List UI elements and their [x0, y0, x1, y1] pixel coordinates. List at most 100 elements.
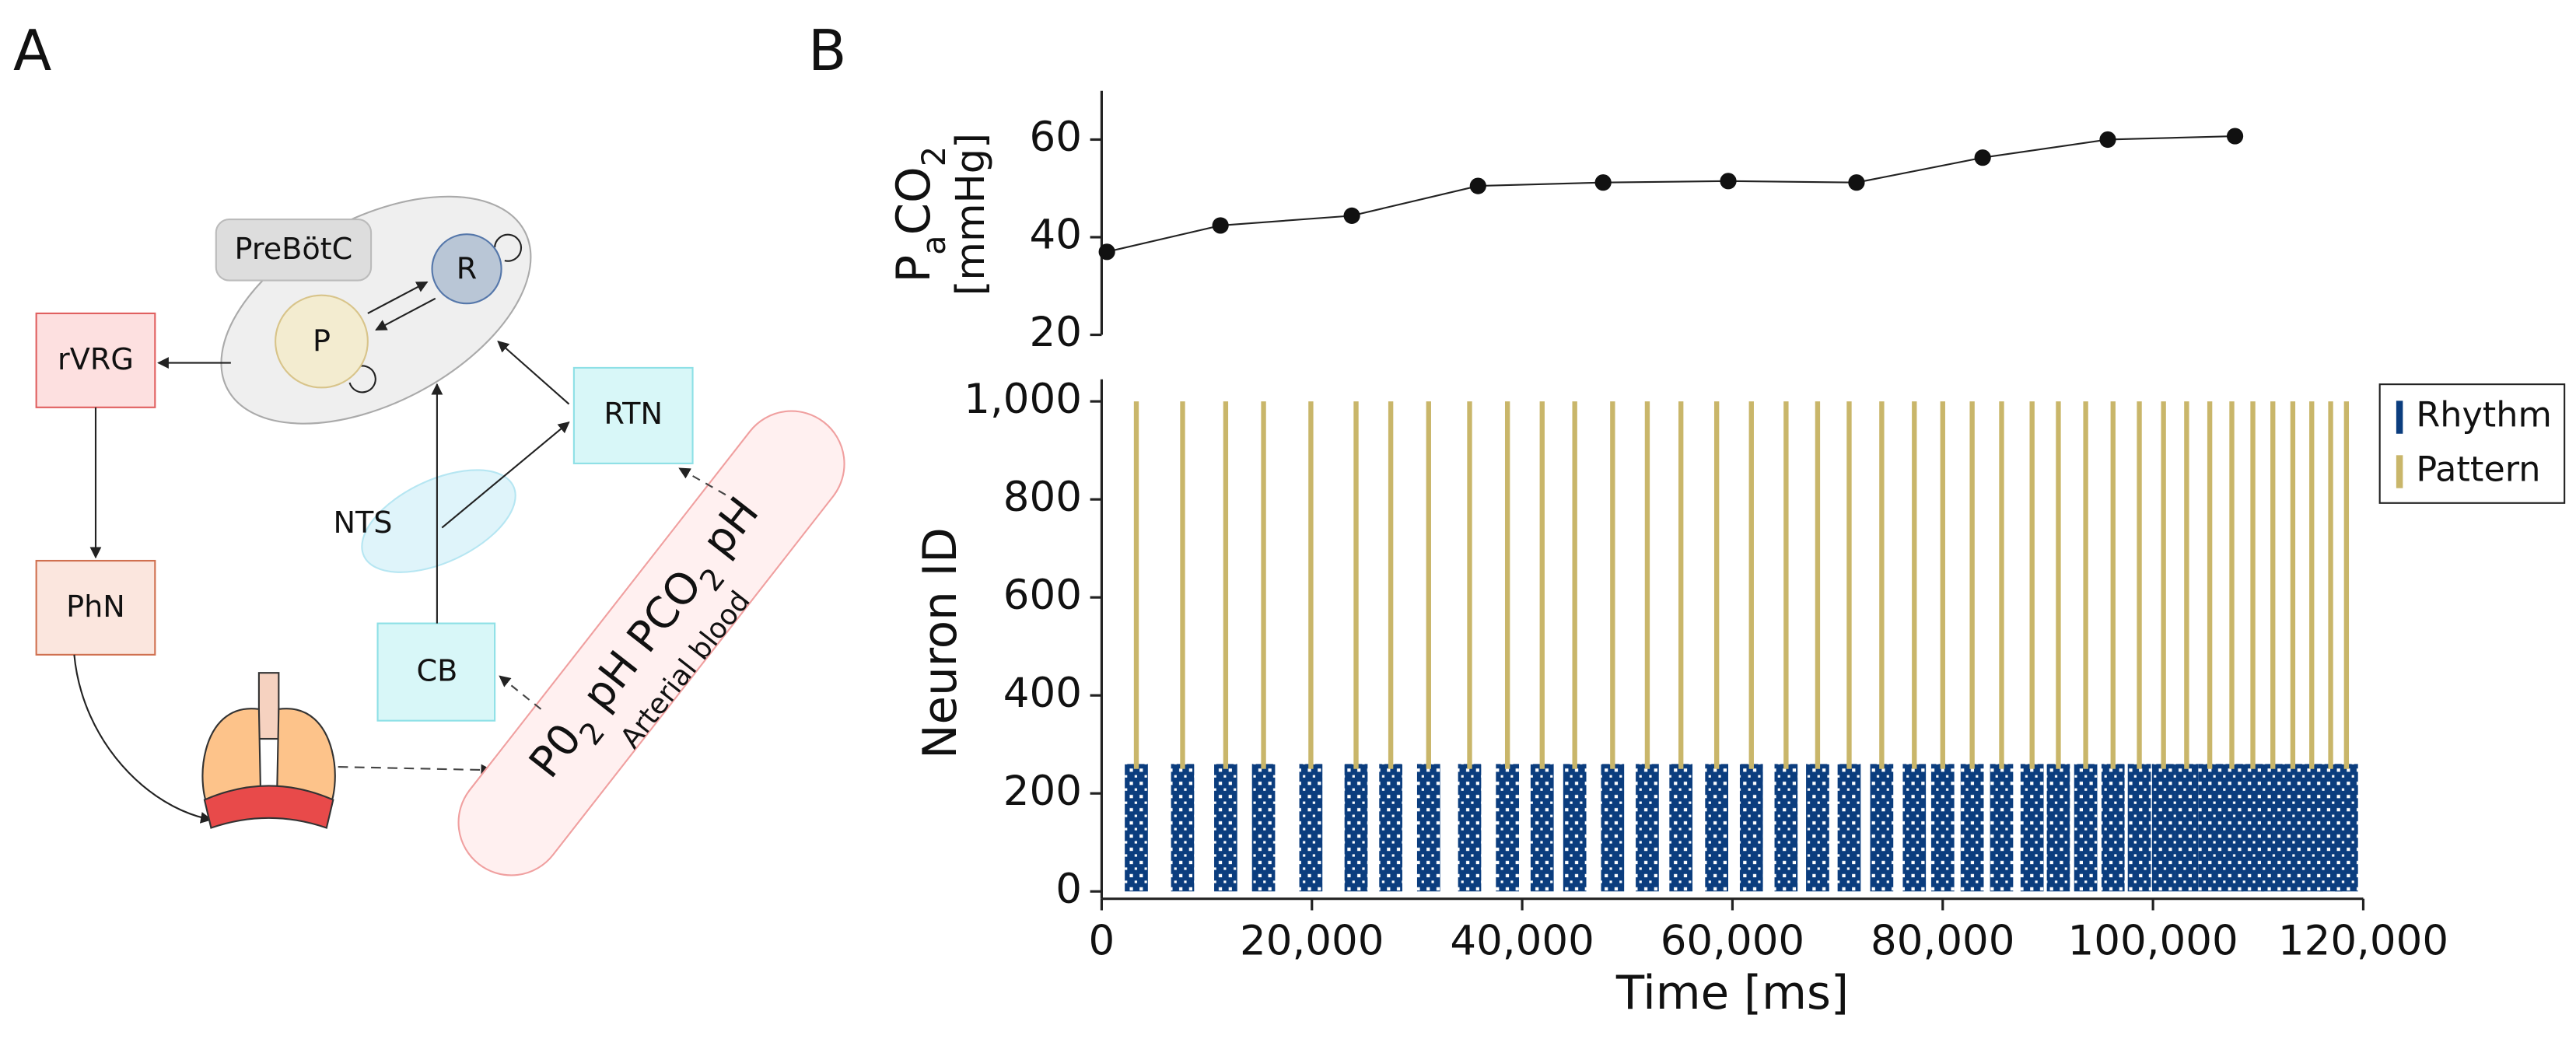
pattern-burst — [1308, 401, 1314, 769]
text-part: CO — [887, 166, 941, 235]
arrow — [497, 341, 570, 405]
arterial-blood: P02 pH PCO2 pH Arterial blood — [457, 410, 845, 876]
data-point — [1720, 173, 1737, 190]
phn-box — [35, 559, 156, 656]
legend-label: Rhythm — [2416, 396, 2552, 436]
rhythm-burst — [1774, 764, 1798, 892]
pattern-burst — [1572, 401, 1577, 769]
cb-box — [376, 622, 496, 722]
lungs — [201, 672, 336, 829]
y-tick-label: 800 — [1003, 474, 1082, 521]
pattern-burst — [1940, 401, 1945, 769]
rhythm-burst — [2220, 764, 2244, 892]
text-part: a — [914, 235, 952, 254]
rtn-label: RTN — [604, 397, 663, 431]
rhythm-burst — [1806, 764, 1829, 892]
blood-gases: P02 pH PCO2 pH — [520, 488, 778, 794]
data-point — [1098, 243, 1115, 261]
pattern-burst — [1815, 401, 1821, 769]
pattern-burst — [1388, 401, 1394, 769]
pattern-burst — [2029, 401, 2035, 769]
rhythm-node-label: R — [457, 251, 478, 285]
y-tick-label: 600 — [1003, 572, 1082, 619]
x-tick-label: 120,000 — [2278, 918, 2448, 965]
arrow — [73, 654, 212, 824]
x-axis-label: Time [ms] — [1615, 967, 1849, 1020]
pattern-burst — [1748, 401, 1754, 769]
data-point — [1343, 207, 1360, 224]
pattern-burst — [1912, 401, 1917, 769]
rhythm-burst — [1739, 764, 1763, 892]
y-tick-label: 200 — [1003, 768, 1082, 815]
rhythm-burst — [1344, 764, 1368, 892]
pattern-burst — [1879, 401, 1885, 769]
x-tick-label: 40,000 — [1450, 918, 1594, 965]
rhythm-burst — [2046, 764, 2070, 892]
rhythm-burst — [1870, 764, 1894, 892]
rhythm-burst — [1902, 764, 1927, 892]
rhythm-burst — [1214, 764, 1237, 892]
pattern-burst — [2328, 401, 2333, 769]
rhythm-burst — [2175, 764, 2199, 892]
rhythm-burst — [2335, 764, 2358, 892]
panel-label: A — [13, 19, 51, 84]
rhythm-burst — [1251, 764, 1276, 892]
self-loop — [494, 233, 523, 262]
x-tick-label: 0 — [1089, 918, 1115, 965]
arrow — [375, 297, 436, 331]
pattern-burst — [1353, 401, 1359, 769]
rhythm-burst — [1990, 764, 2014, 892]
rhythm-burst — [1705, 764, 1729, 892]
text-part: 2 — [914, 146, 952, 166]
nts-label: NTS — [333, 506, 392, 540]
pattern-burst — [2270, 401, 2276, 769]
y-tick-label: 0 — [1055, 866, 1082, 913]
rhythm-burst — [1299, 764, 1323, 892]
x-tick-label: 20,000 — [1240, 918, 1384, 965]
pattern-burst — [1223, 401, 1229, 769]
rvrg-box — [35, 312, 156, 408]
rhythm-burst — [2151, 764, 2175, 892]
legend-swatch — [2396, 455, 2403, 488]
pattern-burst — [2137, 401, 2142, 769]
legend-swatch — [2396, 401, 2403, 434]
rhythm-burst — [2261, 764, 2285, 892]
rhythm-burst — [1669, 764, 1693, 892]
rhythm-burst — [1636, 764, 1659, 892]
pattern-burst — [1846, 401, 1852, 769]
data-point — [1212, 217, 1229, 234]
y-tick-label: 60 — [1030, 114, 1082, 161]
pattern-burst — [1969, 401, 1975, 769]
y-axis-unit: [mmHg] — [947, 133, 993, 296]
rhythm-node — [431, 233, 502, 305]
rhythm-burst — [2074, 764, 2098, 892]
arrow — [499, 675, 542, 710]
y-tick-label: 20 — [1030, 309, 1082, 356]
rhythm-burst — [2020, 764, 2044, 892]
pattern-burst — [2161, 401, 2166, 769]
rhythm-burst — [2198, 764, 2221, 892]
legend-label: Pattern — [2416, 450, 2540, 490]
arrow — [367, 281, 429, 314]
rhythm-burst — [2241, 764, 2265, 892]
prebotc-box — [215, 219, 373, 282]
pattern-burst — [2290, 401, 2296, 769]
y-axis-label: Neuron ID — [914, 527, 968, 759]
data-point — [1974, 149, 1991, 166]
rhythm-burst — [1960, 764, 1984, 892]
rhythm-burst — [1601, 764, 1625, 892]
rhythm-burst — [1496, 764, 1520, 892]
rhythm-burst — [1379, 764, 1402, 892]
y-axis-label: PaCO2 — [887, 146, 952, 283]
data-point — [1848, 174, 1865, 191]
pattern-burst — [1783, 401, 1789, 769]
data-point — [1594, 174, 1612, 191]
data-point — [2099, 131, 2116, 149]
data-line — [1106, 135, 2235, 253]
text-part: P — [887, 255, 941, 283]
rhythm-burst — [1458, 764, 1482, 892]
pattern-burst — [2229, 401, 2235, 769]
pattern-burst — [2343, 401, 2350, 769]
rhythm-burst — [1530, 764, 1554, 892]
